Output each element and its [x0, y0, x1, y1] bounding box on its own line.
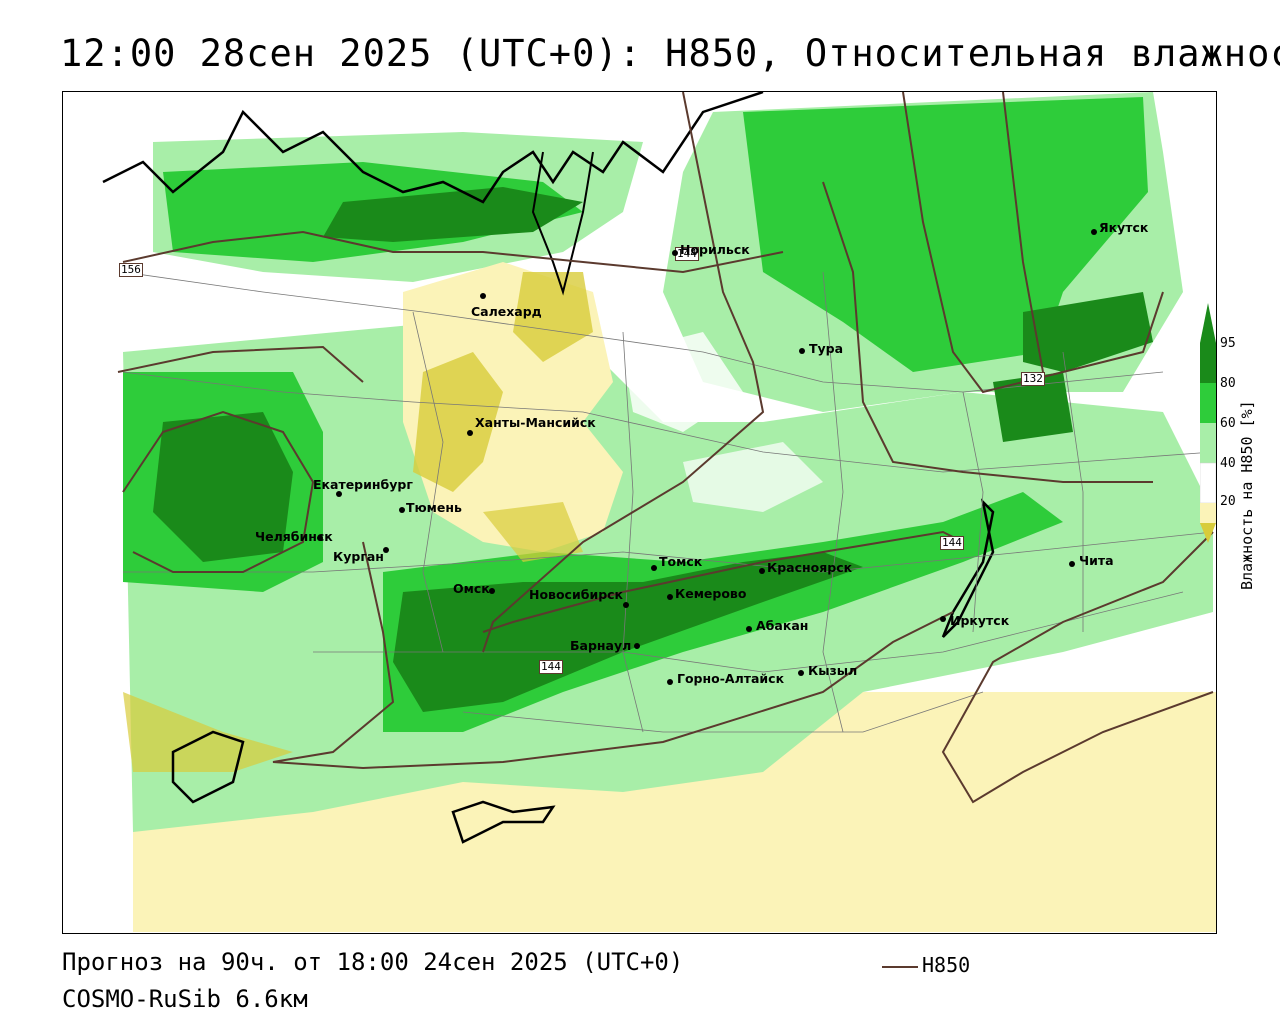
very-dry-core-tyumen: [483, 502, 583, 562]
city-label-norilsk: Норильск: [680, 242, 750, 257]
coastline-yamal: [531, 151, 594, 296]
colorbar-tick-60: 60: [1220, 416, 1236, 431]
wet-core-ural: [153, 412, 293, 562]
city-label-tomsk: Томск: [659, 554, 703, 569]
colorbar-label: Влажность на H850 [%]: [1238, 400, 1256, 590]
humid-zone-east: [743, 97, 1148, 372]
contour-legend-line: [882, 965, 918, 968]
wet-core-east: [993, 372, 1073, 442]
humidity-map: 156 144 132 144 144 Норильск Якутск Сале…: [62, 91, 1217, 934]
h850-contours: [117, 92, 1214, 804]
city-dot-tura: [799, 348, 805, 354]
city-label-yekaterinburg: Екатеринбург: [313, 477, 413, 492]
wet-core-novosibirsk: [393, 552, 863, 712]
city-dot-yakutsk: [1091, 229, 1097, 235]
contour-label-144-south: 144: [539, 660, 563, 674]
map-title: 12:00 28сен 2025 (UTC+0): H850, Относите…: [60, 32, 1280, 75]
city-dot-krasnoyarsk: [759, 568, 765, 574]
city-label-irkutsk: Иркутск: [950, 613, 1010, 628]
city-dot-khanty-mansiysk: [467, 430, 473, 436]
colorbar-tick-40: 40: [1220, 456, 1236, 471]
city-label-yakutsk: Якутск: [1099, 220, 1149, 235]
city-dot-chelyabinsk: [317, 535, 323, 541]
city-label-tyumen: Тюмень: [406, 500, 462, 515]
contour-label-156: 156: [119, 263, 143, 277]
city-dot-gorno-altaysk: [667, 679, 673, 685]
contour-label-132: 132: [1021, 372, 1045, 386]
wet-core-yakutia: [1023, 292, 1153, 372]
city-dot-kyzyl: [798, 670, 804, 676]
city-label-kemerovo: Кемерово: [675, 586, 747, 601]
coastline-arctic: [102, 92, 764, 204]
city-dot-barnaul: [634, 643, 640, 649]
colorbar-tick-20: 20: [1220, 494, 1236, 509]
city-label-abakan: Абакан: [756, 618, 809, 633]
model-name: COSMO-RuSib 6.6км: [62, 985, 308, 1013]
lake-balkhash: [451, 800, 556, 844]
city-dot-kemerovo: [667, 594, 673, 600]
city-dot-tomsk: [651, 565, 657, 571]
city-dot-novosibirsk: [623, 602, 629, 608]
city-dot-salekhard: [480, 293, 486, 299]
lake-baikal: [941, 498, 995, 638]
city-dot-irkutsk: [940, 616, 946, 622]
city-label-chita: Чита: [1079, 553, 1114, 568]
very-dry-core-khanty: [413, 352, 503, 492]
region-borders: [122, 271, 1214, 733]
city-label-khanty-mansiysk: Ханты-Мансийск: [475, 415, 596, 430]
colorbar-tick-80: 80: [1220, 376, 1236, 391]
contour-legend-label: H850: [922, 953, 971, 977]
contour-label-144-east: 144: [940, 536, 964, 550]
clear-area-1: [623, 332, 743, 432]
city-label-tura: Тура: [809, 341, 844, 356]
city-label-kyzyl: Кызыл: [808, 663, 858, 678]
city-dot-chita: [1069, 561, 1075, 567]
aral-sea: [171, 730, 245, 804]
wet-core-arctic: [323, 187, 583, 242]
forecast-info: Прогноз на 90ч. от 18:00 24сен 2025 (UTC…: [62, 948, 684, 976]
city-dot-abakan: [746, 626, 752, 632]
city-label-salekhard: Салехард: [471, 304, 542, 319]
humidity-colorbar: [1200, 303, 1216, 543]
city-label-kurgan: Курган: [333, 549, 384, 564]
contour-legend: H850: [882, 953, 970, 977]
city-label-barnaul: Барнаул: [570, 638, 632, 653]
map-canvas: [102, 92, 1216, 932]
city-label-gorno-altaysk: Горно-Алтайск: [677, 671, 785, 686]
very-dry-core-southwest: [123, 692, 293, 772]
city-dot-tyumen: [399, 507, 405, 513]
clear-area-2: [683, 442, 823, 512]
city-dot-norilsk: [672, 250, 678, 256]
city-dot-kurgan: [383, 547, 389, 553]
colorbar-tick-95: 95: [1220, 336, 1236, 351]
city-label-chelyabinsk: Челябинск: [255, 529, 333, 544]
city-label-novosibirsk: Новосибирск: [529, 587, 624, 602]
city-dot-yekaterinburg: [336, 491, 342, 497]
very-dry-core-salekhard: [513, 272, 593, 362]
city-label-krasnoyarsk: Красноярск: [767, 560, 853, 575]
city-label-omsk: Омск: [453, 581, 490, 596]
city-dot-omsk: [489, 588, 495, 594]
